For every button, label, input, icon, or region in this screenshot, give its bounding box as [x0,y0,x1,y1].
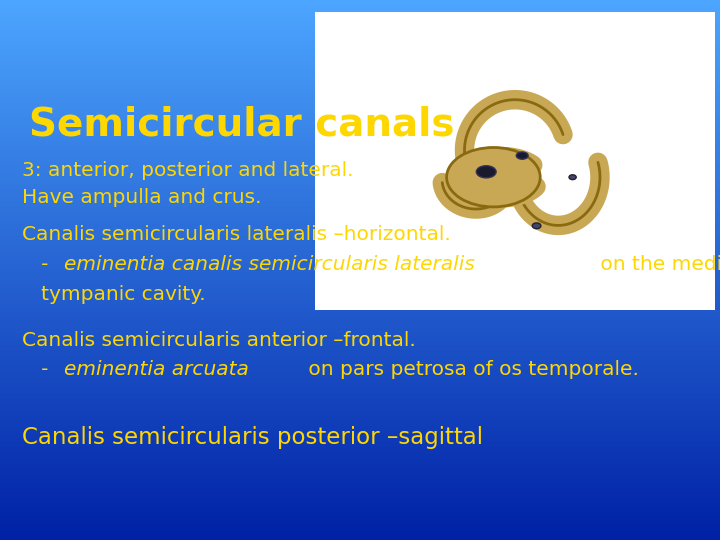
Ellipse shape [569,175,576,180]
Text: on pars petrosa of os temporale.: on pars petrosa of os temporale. [302,360,639,380]
Text: Canalis semicircularis posterior –sagittal: Canalis semicircularis posterior –sagitt… [22,426,482,449]
Bar [315,12,715,310]
Text: Canalis semicircularis lateralis –horizontal.: Canalis semicircularis lateralis –horizo… [22,225,450,245]
Text: eminentia canalis semicircularis lateralis: eminentia canalis semicircularis lateral… [64,255,474,274]
Text: Canalis semicircularis anterior –frontal.: Canalis semicircularis anterior –frontal… [22,330,415,350]
Ellipse shape [446,147,540,207]
Text: eminentia arcuata: eminentia arcuata [64,360,248,380]
Text: Semicircular canals: Semicircular canals [29,105,454,143]
Ellipse shape [516,152,528,159]
Ellipse shape [532,223,541,229]
Text: on the medial wall of: on the medial wall of [594,255,720,274]
Text: 3: anterior, posterior and lateral.: 3: anterior, posterior and lateral. [22,160,353,180]
Text: -: - [22,360,54,380]
Ellipse shape [477,166,496,178]
Text: -: - [22,255,54,274]
Text: tympanic cavity.: tympanic cavity. [22,285,205,304]
Text: Have ampulla and crus.: Have ampulla and crus. [22,187,261,207]
